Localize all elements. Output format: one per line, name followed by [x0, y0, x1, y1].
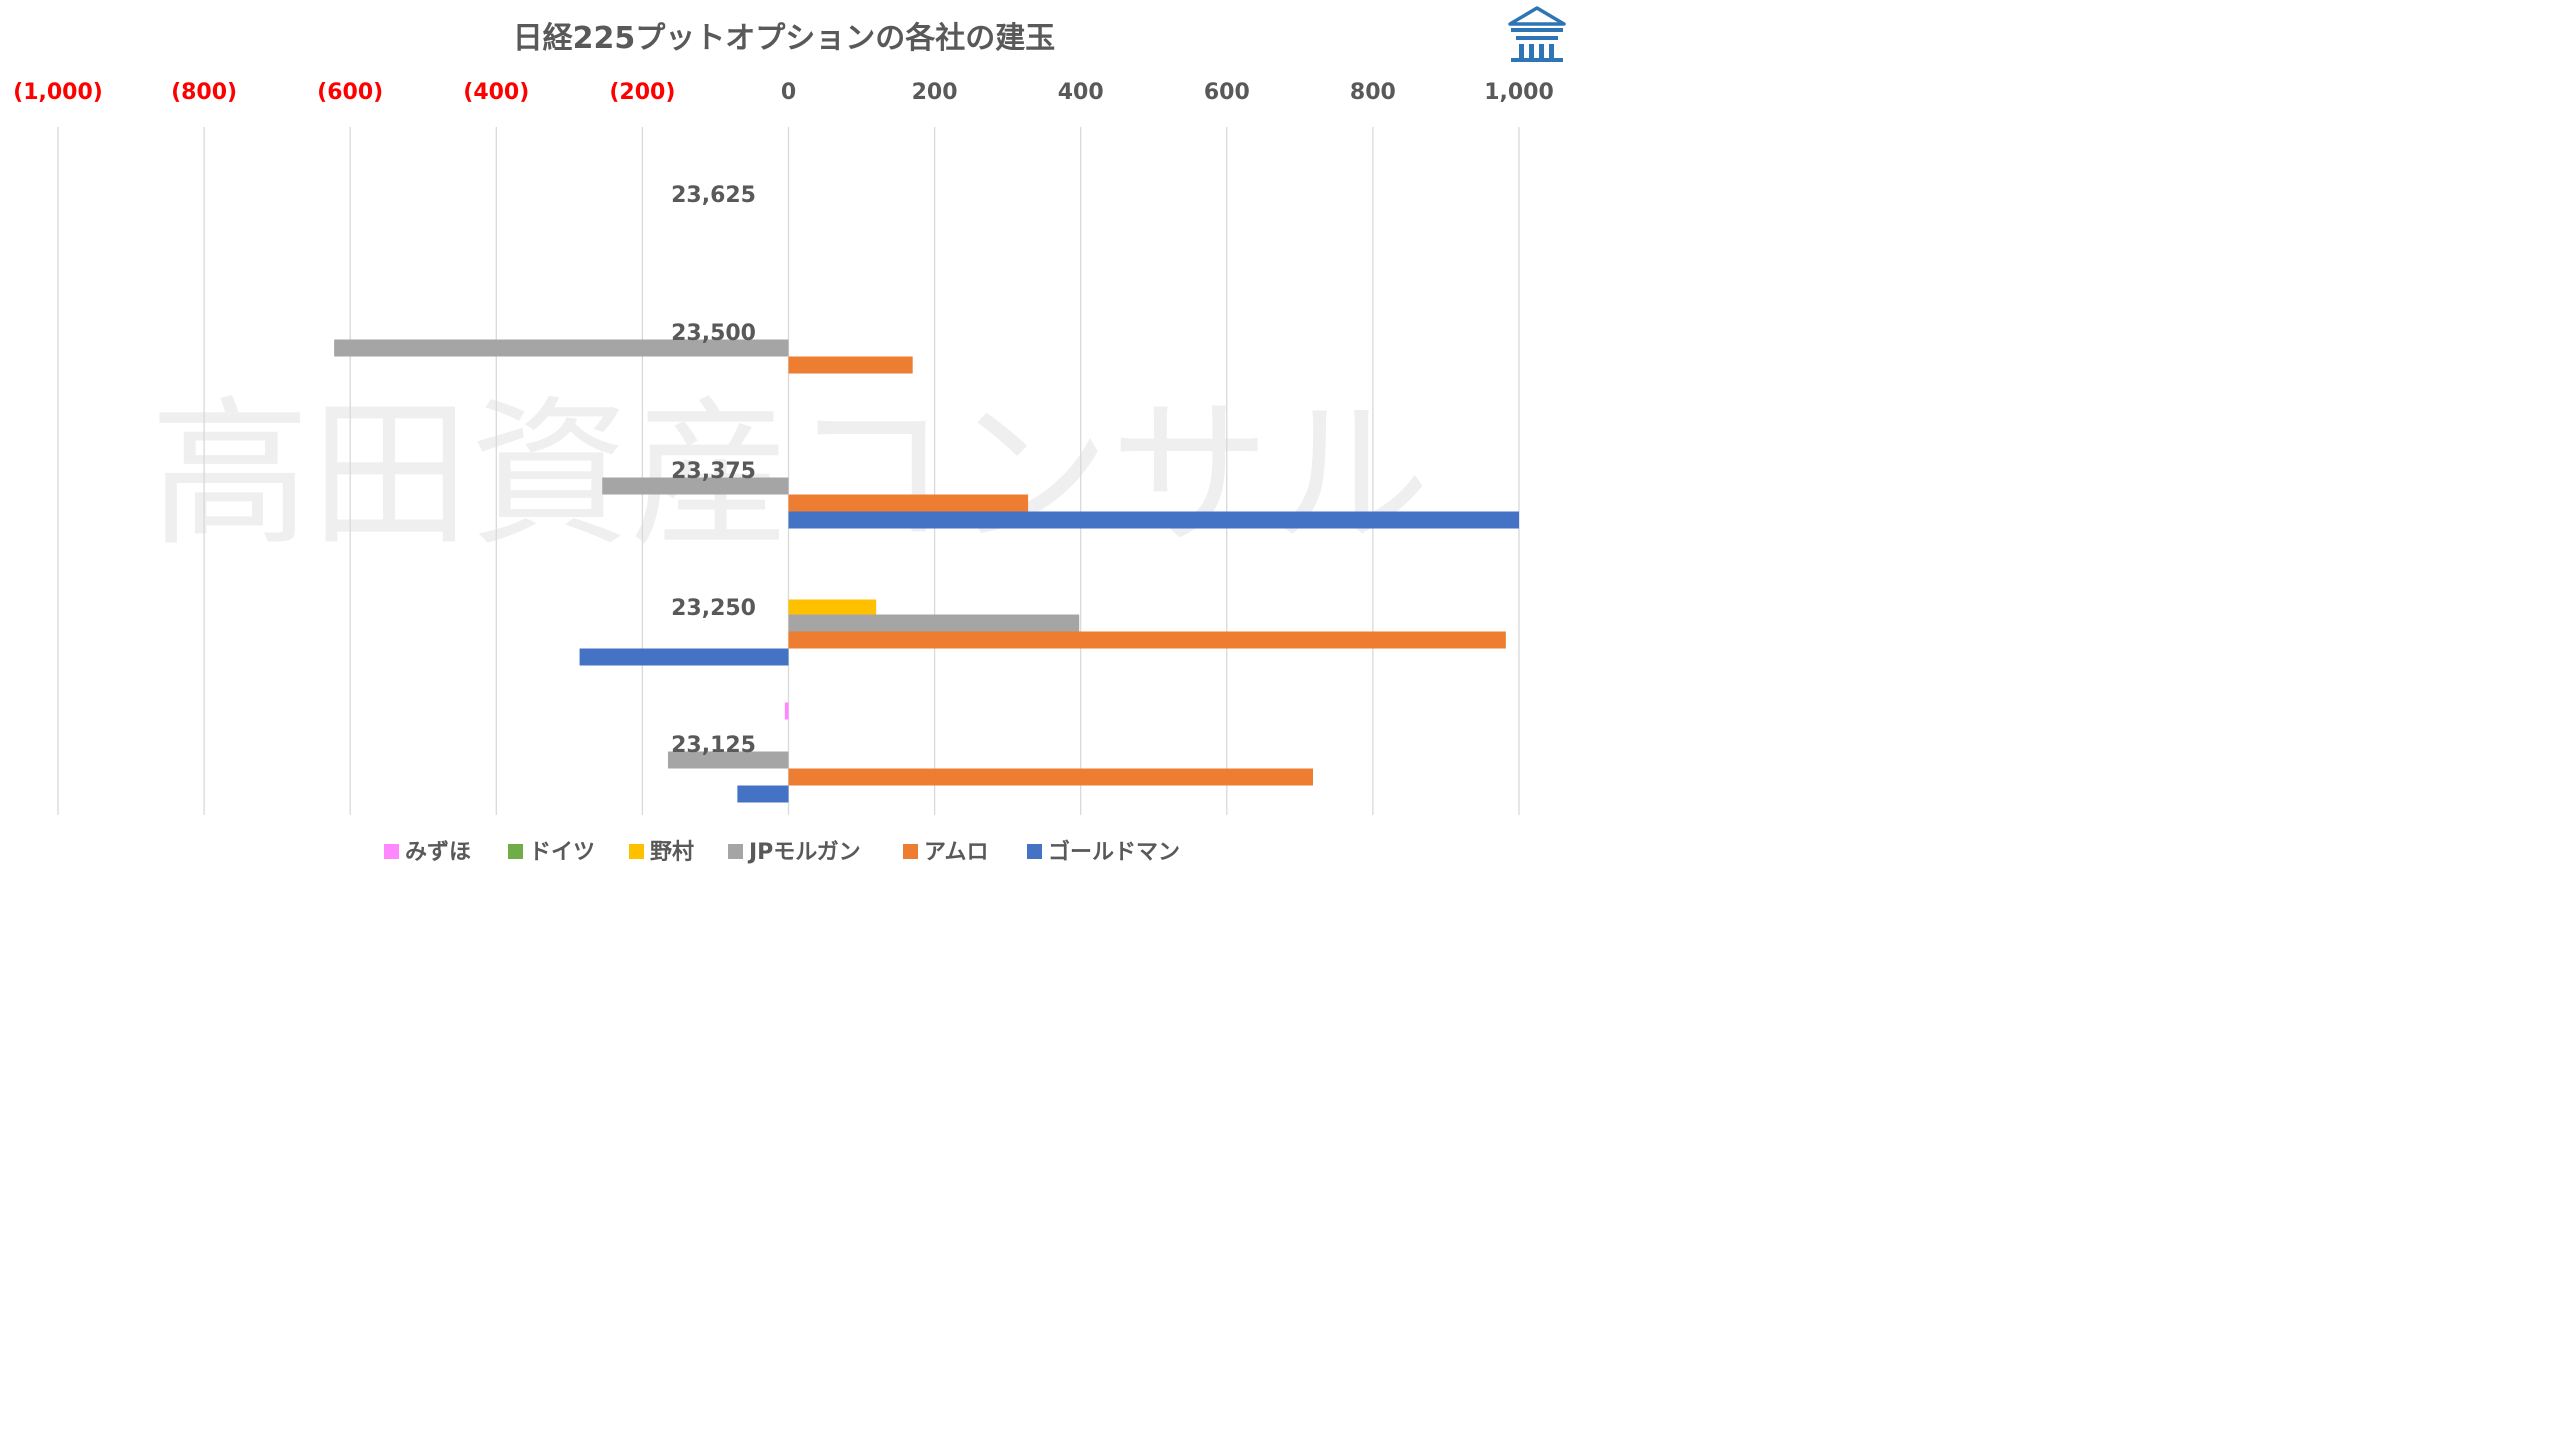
bar-アムロ-23,250 [788, 631, 1506, 649]
x-tick-label: (1,000) [13, 80, 103, 105]
legend-label: アムロ [924, 840, 988, 865]
bar-ゴールドマン-23,125 [737, 785, 789, 803]
bar-野村-23,250 [788, 599, 877, 617]
bar-アムロ-23,375 [788, 494, 1029, 512]
bar-JPモルガン-23,125 [667, 751, 789, 769]
x-tick-label: (400) [463, 80, 529, 105]
bar-みずほ-23,125 [784, 702, 789, 720]
bar-JPモルガン-23,250 [788, 614, 1080, 632]
x-tick-label: (800) [171, 80, 237, 105]
legend-swatch [728, 844, 743, 859]
legend-label: ドイツ [529, 840, 595, 865]
x-tick-label: 1,000 [1484, 80, 1554, 105]
bar-ゴールドマン-23,250 [579, 648, 789, 666]
legend-swatch [629, 844, 644, 859]
watermark-text: 高田資産コンサル [150, 381, 1430, 568]
x-tick-label: 0 [781, 80, 796, 105]
x-tick-label: 600 [1204, 80, 1250, 105]
legend-label: みずほ [405, 840, 471, 865]
category-label: 23,500 [671, 321, 756, 346]
legend-swatch [508, 844, 523, 859]
legend-swatch [903, 844, 918, 859]
category-labels: 23,625 23,500 23,375 23,250 23,125 [671, 183, 756, 758]
bar-JPモルガン-23,500 [334, 339, 789, 357]
bars-group [334, 339, 1519, 803]
bar-アムロ-23,500 [788, 356, 913, 374]
legend-swatch [1027, 844, 1042, 859]
category-label: 23,250 [671, 596, 756, 621]
bar-アムロ-23,125 [788, 768, 1313, 786]
legend-label: 野村 [650, 840, 694, 865]
x-tick-label: 200 [912, 80, 958, 105]
legend-swatch [384, 844, 399, 859]
x-tick-label: (200) [609, 80, 675, 105]
x-axis-ticks: (1,000) (800) (600) (400) (200) 0 200 400 600 800… [13, 80, 1554, 105]
chart-canvas: 高田資産コンサル (1,000) (800) (600) (400) (200) 0 200… [13, 6, 1566, 865]
category-label: 23,625 [671, 183, 756, 208]
category-label: 23,125 [671, 733, 756, 758]
legend-label: ゴールドマン [1048, 839, 1180, 865]
category-label: 23,375 [671, 459, 756, 484]
chart-title: 日経225プットオプションの各社の建玉 [513, 21, 1056, 56]
x-tick-label: 400 [1058, 80, 1104, 105]
gridlines [57, 127, 1520, 815]
bar-JPモルガン-23,375 [602, 477, 789, 495]
x-tick-label: 800 [1350, 80, 1396, 105]
legend: みずほ ドイツ 野村 JPモルガン アムロ ゴールドマン [384, 839, 1180, 865]
legend-label: JPモルガン [747, 840, 861, 865]
x-tick-label: (600) [317, 80, 383, 105]
bank-building-icon [1508, 6, 1566, 62]
bar-ゴールドマン-23,375 [788, 511, 1519, 529]
